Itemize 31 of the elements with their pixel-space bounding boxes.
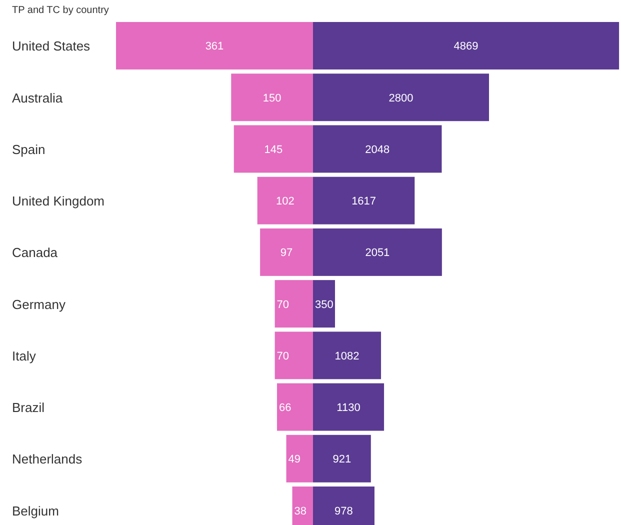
y-tick-label: Brazil	[12, 400, 45, 416]
y-tick-label: Spain	[12, 142, 46, 157]
data-label: 70	[276, 298, 290, 311]
data-label: 1617	[352, 196, 376, 208]
data-label: 2048	[365, 144, 390, 156]
data-label: 2800	[388, 92, 414, 104]
y-tick-label: Netherlands	[12, 452, 83, 467]
y-tick-label: Australia	[12, 90, 64, 106]
y-tick-label: United Kingdom	[12, 194, 104, 209]
y-tick-label: United States	[12, 38, 91, 54]
data-label: 2051	[365, 247, 390, 260]
chart-title: TP and TC by country	[12, 5, 109, 16]
data-label: 49	[288, 454, 301, 466]
data-label: 145	[264, 144, 283, 156]
data-label: 978	[334, 505, 353, 518]
data-label: 38	[294, 505, 307, 518]
data-label: 1082	[334, 350, 360, 362]
data-label: 97	[280, 247, 293, 260]
data-label: 4869	[454, 40, 478, 53]
y-tick-label: Canada	[12, 245, 58, 260]
y-tick-label: Germany	[12, 296, 66, 312]
data-label: 70	[276, 350, 290, 362]
data-label: 921	[332, 454, 352, 466]
y-tick-label: Belgium	[12, 503, 59, 518]
y-tick-label: Italy	[12, 348, 36, 364]
data-label: 361	[205, 40, 224, 53]
data-label: 1130	[336, 402, 360, 414]
data-label: 350	[315, 298, 334, 311]
data-label: 150	[262, 92, 282, 104]
data-label: 66	[278, 402, 292, 414]
data-label: 102	[276, 196, 294, 208]
